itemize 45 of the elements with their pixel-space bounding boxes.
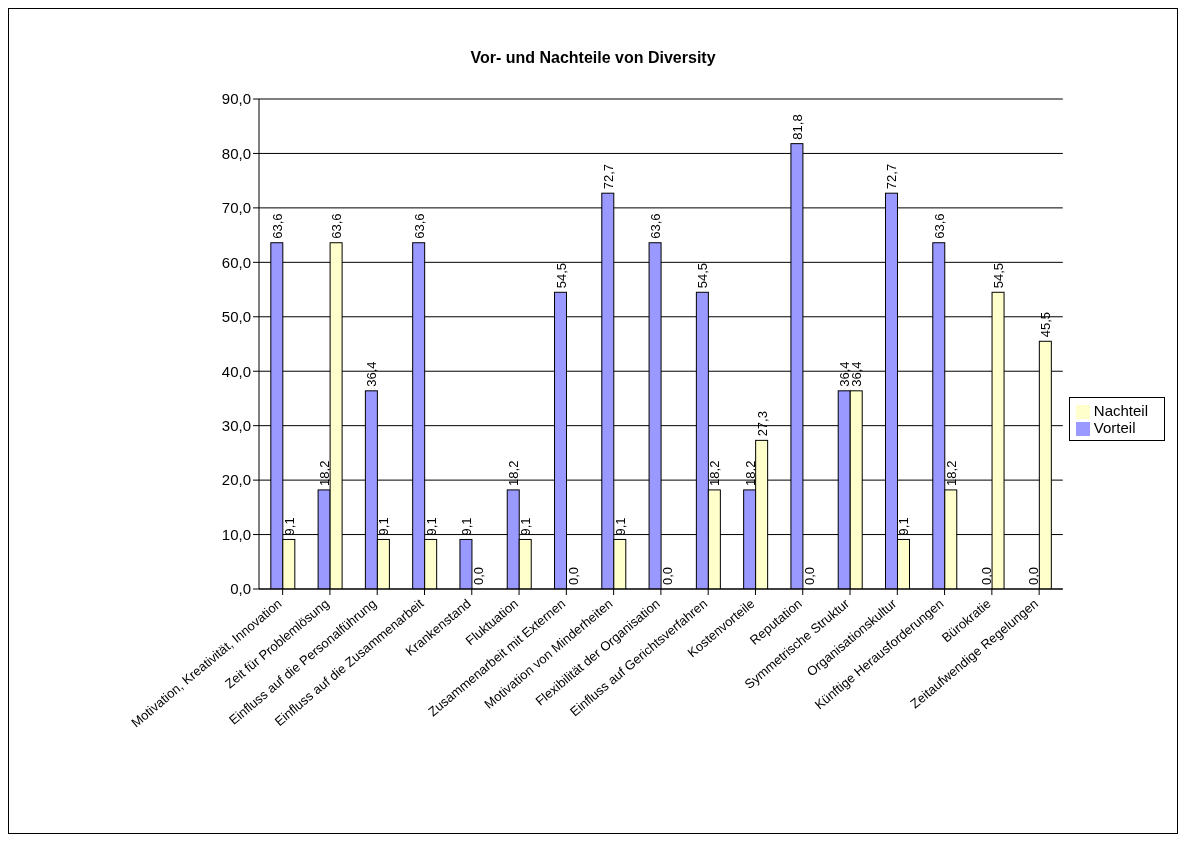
data-label: 0,0	[565, 566, 581, 585]
data-label: 0,0	[470, 566, 486, 585]
data-label: 18,2	[943, 460, 959, 486]
y-tick-label: 90,0	[221, 90, 251, 108]
data-label: 9,1	[518, 517, 534, 536]
data-label: 27,3	[754, 411, 770, 437]
data-label: 63,6	[269, 213, 285, 239]
legend-label: Vorteil	[1093, 419, 1136, 436]
y-tick-label: 50,0	[221, 308, 251, 326]
data-label: 9,1	[458, 517, 474, 536]
data-label: 9,1	[376, 517, 392, 536]
y-tick-label: 40,0	[221, 362, 251, 380]
chart-title: Vor- und Nachteile von Diversity	[469, 49, 717, 67]
data-label: 63,6	[411, 213, 427, 239]
data-label: 63,6	[648, 213, 664, 239]
data-label: 0,0	[660, 566, 676, 585]
data-label: 72,7	[600, 163, 616, 190]
y-tick-label: 80,0	[221, 144, 251, 162]
data-label: 0,0	[979, 566, 995, 585]
y-tick-label: 20,0	[221, 471, 251, 489]
y-tick-label: 0,0	[230, 580, 251, 598]
y-tick-label: 70,0	[221, 199, 251, 217]
y-tick-label: 60,0	[221, 253, 251, 271]
data-label: 0,0	[801, 566, 817, 585]
data-label: 9,1	[896, 517, 912, 536]
data-label: 81,8	[789, 114, 805, 140]
data-label: 0,0	[1026, 566, 1042, 585]
legend-label: Nachteil	[1093, 401, 1148, 419]
data-label: 54,5	[695, 262, 711, 289]
data-label: 63,6	[329, 213, 345, 239]
data-label: 63,6	[931, 213, 947, 239]
data-label: 18,2	[317, 460, 333, 486]
data-label: 36,4	[364, 361, 380, 387]
data-label: 9,1	[612, 517, 628, 536]
data-label: 45,5	[1038, 311, 1054, 338]
data-label: 18,2	[742, 460, 758, 486]
y-tick-label: 10,0	[221, 525, 251, 543]
data-label: 18,2	[707, 460, 723, 486]
data-label: 72,7	[884, 163, 900, 190]
data-label: 9,1	[281, 517, 297, 536]
data-label: 9,1	[423, 517, 439, 536]
y-tick-label: 30,0	[221, 416, 251, 434]
data-label: 54,5	[553, 262, 569, 289]
data-label: 18,2	[506, 460, 522, 486]
data-label: 54,5	[991, 262, 1007, 289]
